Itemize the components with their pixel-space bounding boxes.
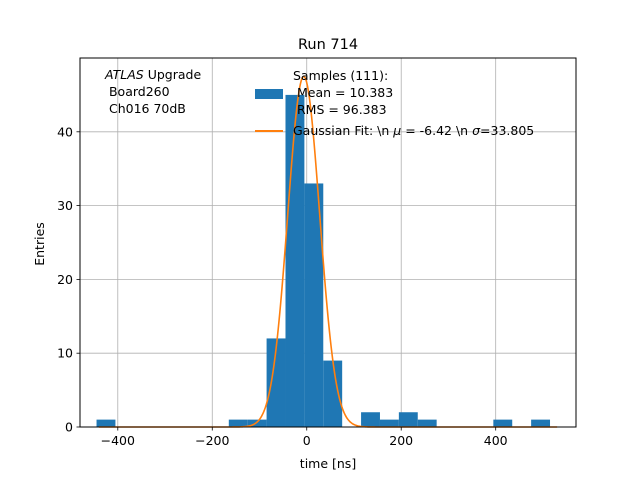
y-tick-label: 10 [57, 346, 73, 361]
x-tick-label: 400 [484, 433, 508, 448]
annotation-atlas: ATLAS [104, 67, 144, 82]
histogram-bar [228, 419, 248, 427]
histogram-bar [493, 419, 513, 427]
atlas-annotation: ATLAS Upgrade Board260 Ch016 70dB [104, 67, 201, 116]
legend: Samples (111): Mean = 10.383 RMS = 96.38… [255, 68, 534, 138]
x-tick-label: 200 [389, 433, 413, 448]
legend-fit-mu: μ [392, 123, 401, 138]
histogram-bar [266, 338, 286, 427]
plot-frame [79, 57, 577, 428]
histogram-bar [323, 360, 343, 427]
y-tick-label: 30 [57, 198, 73, 213]
legend-hist-line-1: Samples (111): [293, 68, 388, 83]
legend-fit-label: Gaussian Fit: \n μ = -6.42 \n σ=33.805 [293, 123, 534, 138]
annotation-line-3: Ch016 70dB [105, 101, 186, 116]
x-tick-label: −200 [195, 433, 229, 448]
annotation-upgrade: Upgrade [144, 67, 202, 82]
histogram-bar [247, 419, 267, 427]
histogram-bar [417, 419, 437, 427]
y-tick-label: 20 [57, 272, 73, 287]
legend-hist-line-2: Mean = 10.383 [293, 85, 393, 100]
x-tick-label: 0 [303, 433, 311, 448]
annotation-line-2: Board260 [105, 84, 170, 99]
legend-fit-prefix: Gaussian Fit: \n [293, 123, 393, 138]
histogram-bar [304, 183, 324, 427]
chart-title: Run 714 [298, 37, 358, 53]
x-tick-label: −400 [101, 433, 135, 448]
annotation-line-1: ATLAS Upgrade [104, 67, 201, 82]
legend-fit-mid: = -6.42 \n [401, 123, 472, 138]
y-tick-label: 0 [65, 420, 73, 435]
y-tick-label: 40 [57, 124, 73, 139]
x-axis-label: time [ns] [300, 456, 356, 471]
legend-hist-swatch [255, 89, 283, 99]
y-axis-label: Entries [32, 222, 47, 266]
histogram-bar [379, 419, 399, 427]
axis-ticks: −400 −200 0 200 400 0 10 20 30 40 [57, 124, 508, 448]
legend-hist-line-3: RMS = 96.383 [293, 102, 387, 117]
legend-fit-sigma: σ [472, 123, 481, 138]
histogram-bar [285, 94, 305, 428]
histogram-bar [96, 419, 116, 427]
histogram-bar [398, 412, 418, 427]
histogram-bar [531, 419, 551, 427]
histogram-bar [361, 412, 380, 427]
legend-fit-suffix: =33.805 [480, 123, 534, 138]
